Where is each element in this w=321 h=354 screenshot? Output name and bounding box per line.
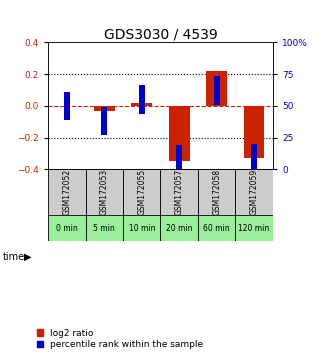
Bar	[176, 145, 182, 173]
Bar	[123, 169, 160, 215]
Text: GSM172053: GSM172053	[100, 169, 109, 216]
Bar	[132, 103, 152, 106]
Bar	[251, 144, 257, 172]
Text: 120 min: 120 min	[239, 223, 270, 233]
Bar	[235, 215, 273, 241]
Title: GDS3030 / 4539: GDS3030 / 4539	[104, 27, 217, 41]
Bar	[214, 76, 220, 105]
Text: GSM172055: GSM172055	[137, 169, 146, 216]
Bar	[139, 85, 145, 114]
Bar	[86, 169, 123, 215]
Bar	[206, 71, 227, 106]
Bar	[94, 106, 115, 111]
Text: ▶: ▶	[24, 252, 31, 262]
Bar	[160, 169, 198, 215]
Bar	[235, 169, 273, 215]
Bar	[48, 169, 86, 215]
Text: time: time	[3, 252, 25, 262]
Bar	[64, 92, 70, 120]
Text: GSM172059: GSM172059	[250, 169, 259, 216]
Text: 0 min: 0 min	[56, 223, 78, 233]
Bar	[198, 215, 235, 241]
Text: 20 min: 20 min	[166, 223, 193, 233]
Text: 5 min: 5 min	[93, 223, 115, 233]
Bar	[160, 215, 198, 241]
Text: GSM172058: GSM172058	[212, 169, 221, 215]
Bar	[101, 107, 107, 135]
Bar	[244, 106, 265, 158]
Bar	[86, 215, 123, 241]
Bar	[198, 169, 235, 215]
Text: 10 min: 10 min	[128, 223, 155, 233]
Text: GSM172052: GSM172052	[62, 169, 71, 215]
Bar	[169, 106, 189, 161]
Bar	[48, 215, 86, 241]
Text: 60 min: 60 min	[204, 223, 230, 233]
Bar	[123, 215, 160, 241]
Text: GSM172057: GSM172057	[175, 169, 184, 216]
Legend: log2 ratio, percentile rank within the sample: log2 ratio, percentile rank within the s…	[37, 329, 203, 349]
